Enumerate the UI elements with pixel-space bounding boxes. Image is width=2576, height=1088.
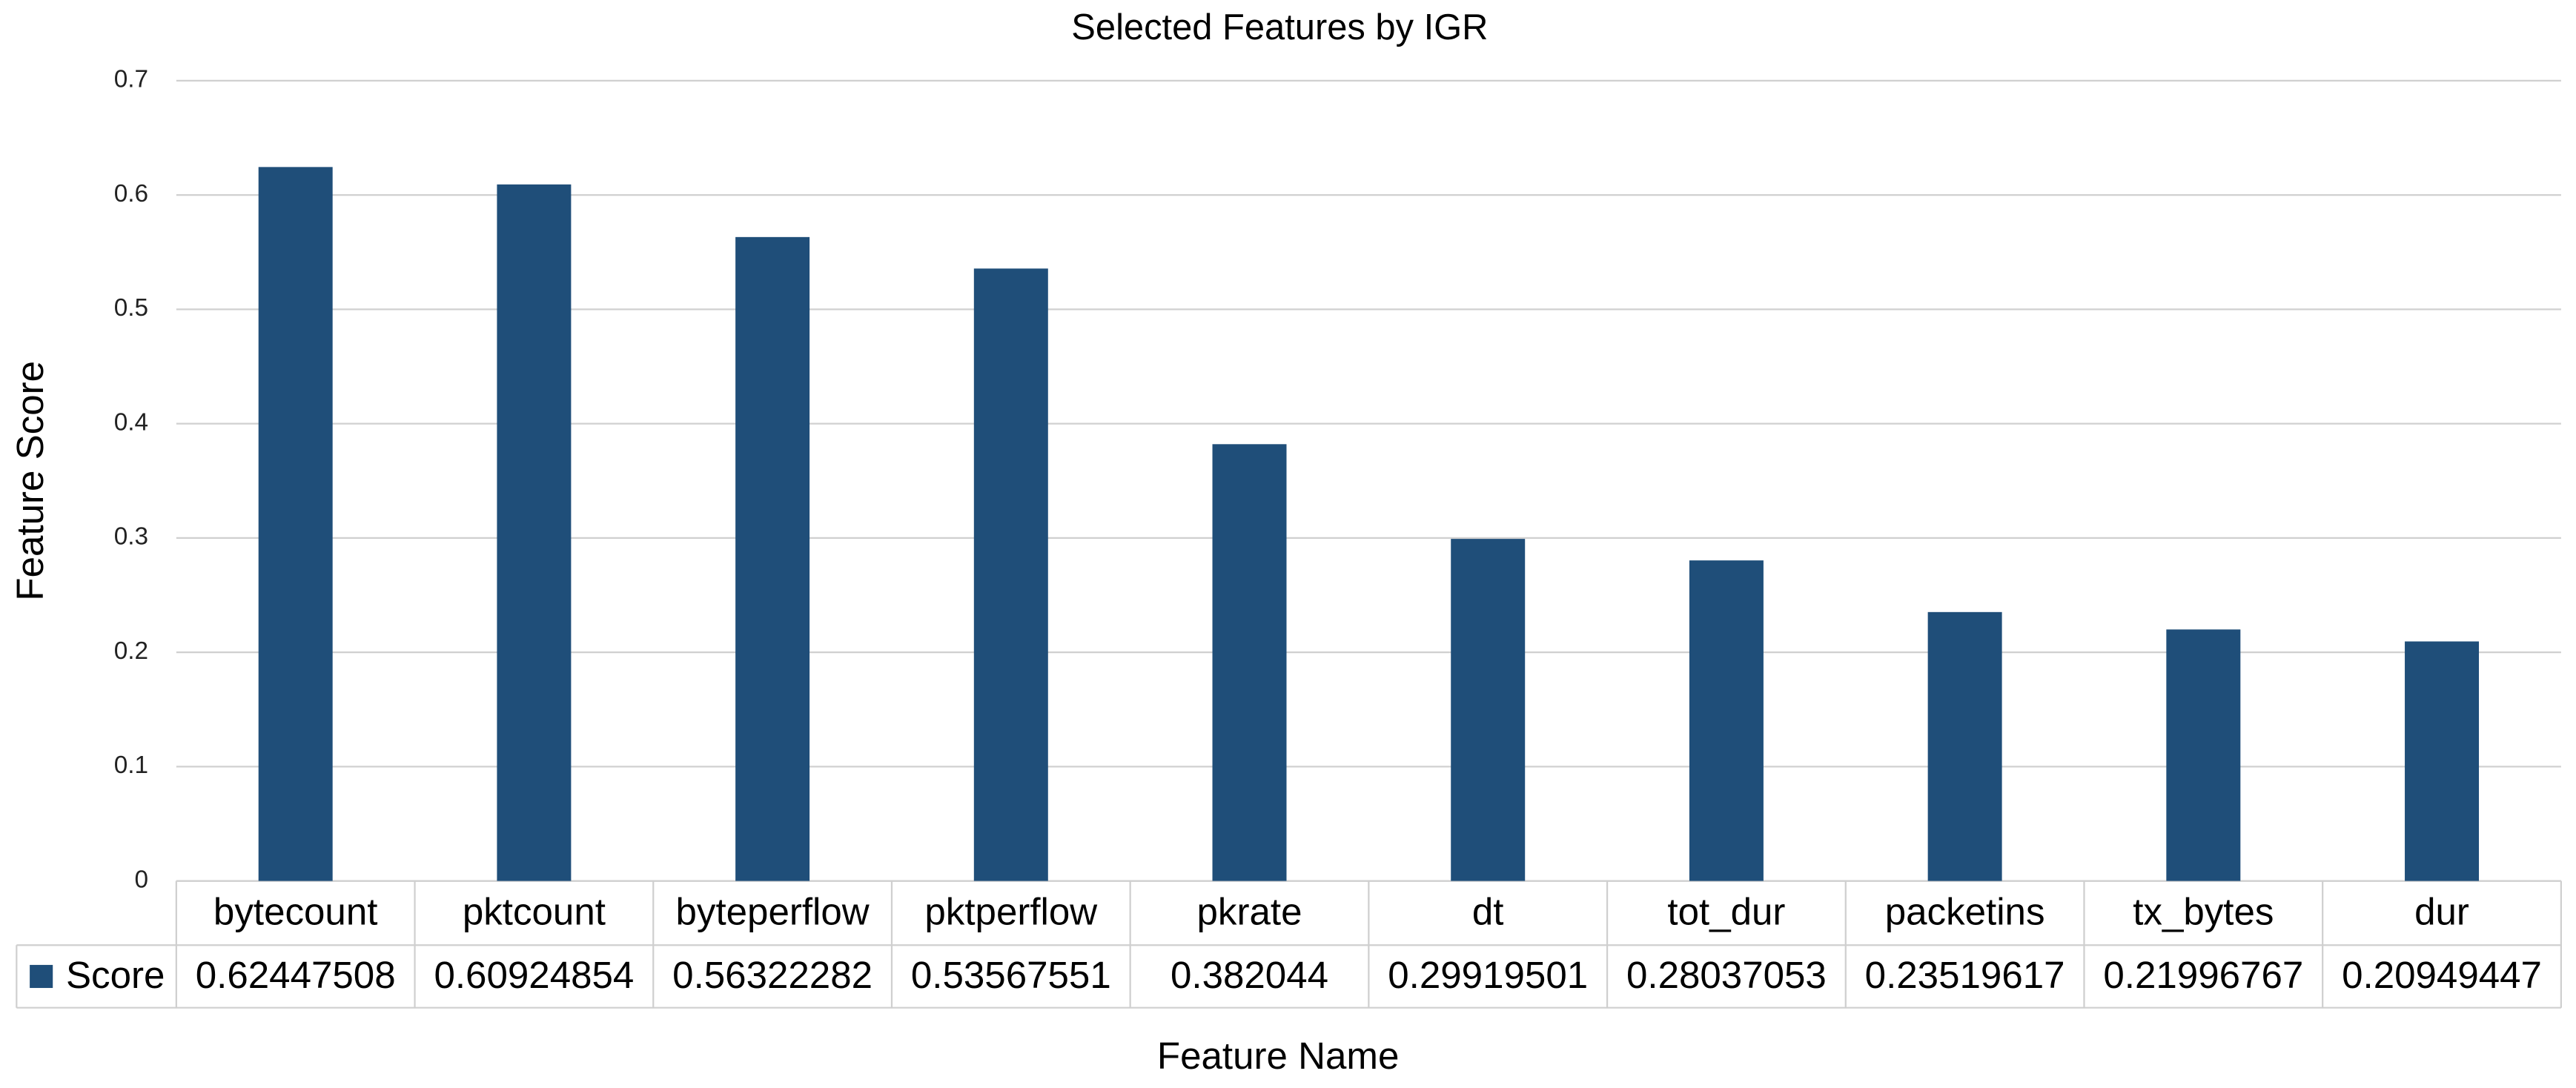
x-tick-label: packetins bbox=[1885, 891, 2045, 933]
bar bbox=[2405, 641, 2480, 881]
x-tick-label: tx_bytes bbox=[2133, 891, 2274, 933]
table-value: 0.53567551 bbox=[911, 954, 1111, 996]
x-axis-title: Feature Name bbox=[1157, 1035, 1399, 1077]
table-value: 0.62447508 bbox=[196, 954, 396, 996]
bar bbox=[2166, 629, 2241, 881]
table-value: 0.60924854 bbox=[434, 954, 634, 996]
bar bbox=[973, 268, 1048, 881]
bar bbox=[497, 184, 572, 881]
y-tick-label: 0.5 bbox=[114, 294, 148, 322]
bar bbox=[1212, 444, 1287, 881]
x-tick-label: pktperflow bbox=[924, 891, 1098, 933]
bar bbox=[1927, 611, 2002, 881]
y-tick-label: 0 bbox=[135, 866, 149, 893]
x-tick-label: dur bbox=[2414, 891, 2469, 933]
y-tick-label: 0.6 bbox=[114, 180, 148, 208]
bar bbox=[1451, 539, 1526, 881]
y-tick-label: 0.3 bbox=[114, 523, 148, 551]
table-value: 0.20949447 bbox=[2342, 954, 2542, 996]
table-value: 0.382044 bbox=[1171, 954, 1328, 996]
table-value: 0.23519617 bbox=[1865, 954, 2065, 996]
x-tick-label: bytecount bbox=[213, 891, 378, 933]
table-value: 0.21996767 bbox=[2103, 954, 2303, 996]
y-tick-label: 0.1 bbox=[114, 752, 148, 779]
y-tick-label: 0.4 bbox=[114, 408, 148, 436]
legend-swatch bbox=[30, 964, 53, 989]
x-tick-label: tot_dur bbox=[1667, 891, 1785, 933]
y-axis-title: Feature Score bbox=[9, 361, 51, 601]
bar bbox=[1689, 560, 1764, 881]
x-tick-label: dt bbox=[1472, 891, 1504, 933]
y-tick-label: 0.2 bbox=[114, 637, 148, 665]
x-tick-label: pktcount bbox=[463, 891, 606, 933]
chart-title: Selected Features by IGR bbox=[1071, 7, 1488, 47]
x-tick-label: byteperflow bbox=[676, 891, 870, 933]
table-value: 0.28037053 bbox=[1626, 954, 1827, 996]
table-value: 0.56322282 bbox=[672, 954, 873, 996]
bar bbox=[735, 236, 810, 881]
x-tick-label: pkrate bbox=[1197, 891, 1302, 933]
y-tick-label: 0.7 bbox=[114, 66, 148, 93]
table-value: 0.29919501 bbox=[1388, 954, 1588, 996]
legend-label: Score bbox=[66, 954, 165, 996]
bar bbox=[258, 167, 333, 881]
